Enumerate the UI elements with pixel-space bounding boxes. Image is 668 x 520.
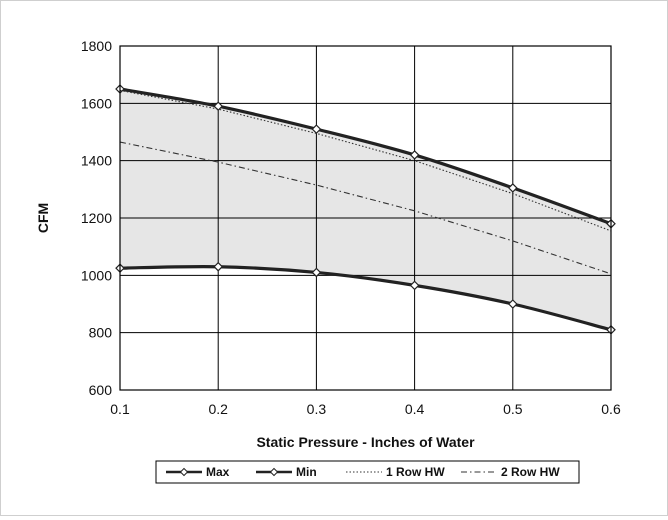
x-tick-label: 0.5: [503, 401, 523, 417]
data-point-min: [213, 261, 224, 272]
data-point-min: [311, 267, 322, 278]
y-tick-label: 1800: [81, 38, 112, 54]
x-tick-label: 0.6: [601, 401, 621, 417]
y-axis-title: CFM: [35, 203, 51, 233]
y-tick-label: 1200: [81, 210, 112, 226]
series-line-min: [119, 264, 612, 332]
x-tick-label: 0.3: [307, 401, 327, 417]
data-point-max: [311, 124, 322, 134]
legend-label: 2 Row HW: [501, 465, 560, 479]
y-tick-label: 1400: [81, 153, 112, 169]
legend-marker: [269, 467, 279, 477]
y-tick-label: 1600: [81, 95, 112, 111]
data-point-min: [507, 299, 518, 309]
series-line-2-row-hw: [119, 141, 612, 275]
y-tick-label: 800: [89, 325, 113, 341]
y-tick-label: 600: [89, 382, 113, 398]
y-tick-label: 1000: [81, 267, 112, 283]
legend-marker: [179, 467, 189, 477]
x-tick-label: 0.2: [208, 401, 228, 417]
legend: Max Min 1 Row HW 2 Row HW: [155, 460, 580, 484]
data-point-min: [409, 280, 420, 291]
x-tick-label: 0.4: [405, 401, 425, 417]
legend-label: Min: [296, 465, 317, 479]
data-point-max: [409, 150, 420, 160]
shaded-region: [120, 89, 611, 330]
data-point-max: [213, 101, 224, 112]
data-point-max: [507, 183, 518, 193]
x-tick-label: 0.1: [110, 401, 130, 417]
x-axis-title: Static Pressure - Inches of Water: [256, 434, 475, 450]
legend-label: Max: [206, 465, 230, 479]
series-line-1-row-hw: [119, 89, 612, 232]
legend-label: 1 Row HW: [386, 465, 445, 479]
plot-border: [119, 45, 612, 391]
